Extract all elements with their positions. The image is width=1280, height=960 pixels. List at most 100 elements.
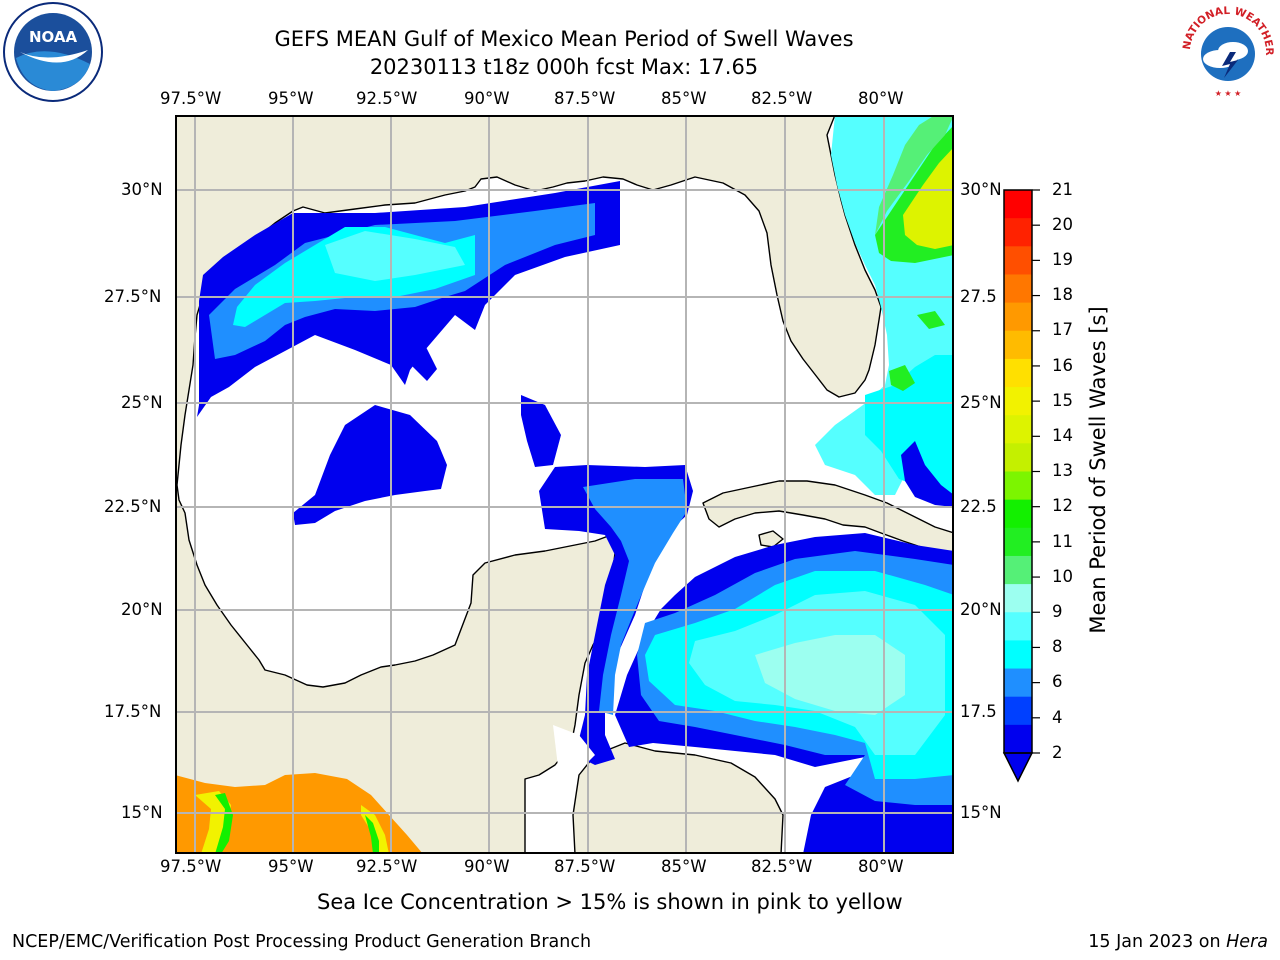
land-central-america <box>572 742 784 854</box>
colorbar-label-11: 11 <box>1052 532 1073 551</box>
map-frame <box>175 115 954 854</box>
gulf-of-mexico-map <box>175 115 954 854</box>
colorbar-segment <box>1004 668 1032 698</box>
lat-label-left-25n: 25°N <box>121 393 163 412</box>
colorbar-segment <box>1004 499 1032 529</box>
lat-label-right-27-5: 27.5 <box>960 287 997 306</box>
colorbar-label-12: 12 <box>1052 496 1073 515</box>
colorbar-segment <box>1004 302 1032 332</box>
sea-ice-note: Sea Ice Concentration > 15% is shown in … <box>317 890 903 914</box>
lon-label-bottom-97-5w: 97.5°W <box>160 857 222 876</box>
colorbar-label-19: 19 <box>1052 250 1073 269</box>
lat-label-right-20n: 20°N <box>960 600 1002 619</box>
colorbar-segment <box>1004 274 1032 304</box>
colorbar-label-2: 2 <box>1052 743 1063 762</box>
swell-hole-gulf-of-honduras <box>553 725 595 775</box>
colorbar-segment <box>1004 584 1032 613</box>
footer-machine: Hera <box>1226 932 1268 952</box>
colorbar-segment <box>1004 471 1032 501</box>
swell-region-yucatan-channel-mid <box>583 479 687 715</box>
footer-producer: NCEP/EMC/Verification Post Processing Pr… <box>12 932 592 952</box>
land-masses <box>175 115 954 854</box>
colorbar-segment <box>1004 415 1032 444</box>
swell-region-atlantic-blue <box>901 441 954 507</box>
lon-label-top-87-5w: 87.5°W <box>554 89 616 108</box>
colorbar-segment <box>1004 612 1032 641</box>
swell-region-atlantic-cyan <box>865 355 954 495</box>
lon-label-bottom-85w: 85°W <box>661 857 707 876</box>
colorbar-segment <box>1004 724 1032 754</box>
lat-label-left-20n: 20°N <box>121 600 163 619</box>
colorbar-label-9: 9 <box>1052 602 1063 621</box>
colorbar-label-21: 21 <box>1052 180 1073 199</box>
colorbar-title: Mean Period of Swell Waves [s] <box>1086 306 1110 634</box>
lon-label-top-95w: 95°W <box>268 89 314 108</box>
colorbar-segment <box>1004 387 1032 416</box>
swell-region-atlantic-mintgreen <box>889 365 915 391</box>
lat-label-left-22-5n: 22.5°N <box>104 497 162 516</box>
colorbar-segment <box>1004 696 1032 726</box>
lon-label-bottom-80w: 80°W <box>858 857 904 876</box>
lon-label-bottom-95w: 95°W <box>268 857 314 876</box>
lon-label-top-80w: 80°W <box>858 89 904 108</box>
colorbar-segment <box>1004 443 1032 472</box>
lon-label-bottom-90w: 90°W <box>464 857 510 876</box>
swell-region-pacific-green-2 <box>365 815 379 854</box>
colorbar <box>1002 189 1040 783</box>
lat-label-left-17-5n: 17.5°N <box>104 702 162 721</box>
lon-label-bottom-87-5w: 87.5°W <box>554 857 616 876</box>
colorbar-label-13: 13 <box>1052 461 1073 480</box>
lon-label-top-90w: 90°W <box>464 89 510 108</box>
svg-text:★ ★ ★: ★ ★ ★ <box>1215 89 1242 98</box>
lat-label-left-30n: 30°N <box>121 180 163 199</box>
map-gridlines <box>175 115 954 854</box>
colorbar-segment <box>1004 640 1032 670</box>
nws-logo: NATIONAL WEATHER SERVICE ★ ★ ★ <box>1174 0 1278 100</box>
swell-region-nw-gulf-patch <box>399 329 437 381</box>
lon-label-top-85w: 85°W <box>661 89 707 108</box>
lon-label-top-92-5w: 92.5°W <box>356 89 418 108</box>
colorbar-segment <box>1004 246 1032 275</box>
colorbar-label-18: 18 <box>1052 285 1073 304</box>
plot-title: GEFS MEAN Gulf of Mexico Mean Period of … <box>274 27 854 51</box>
colorbar-segment <box>1004 555 1032 585</box>
footer-date: 15 Jan 2023 on Hera <box>1088 932 1268 952</box>
swell-region-caribbean-palest <box>755 635 905 715</box>
lat-label-right-22-5: 22.5 <box>960 497 997 516</box>
colorbar-label-14: 14 <box>1052 426 1073 445</box>
lon-label-top-97-5w: 97.5°W <box>160 89 222 108</box>
colorbar-segment <box>1004 527 1032 557</box>
colorbar-segment <box>1004 190 1032 219</box>
lon-label-bottom-92-5w: 92.5°W <box>356 857 418 876</box>
colorbar-extend-arrow <box>1002 752 1034 783</box>
swell-region-gulf-patch <box>521 395 561 467</box>
lat-label-right-30n: 30°N <box>960 180 1002 199</box>
noaa-logo-text: NOAA <box>29 28 78 46</box>
colorbar-label-16: 16 <box>1052 356 1073 375</box>
plot-subtitle: 20230113 t18z 000h fcst Max: 17.65 <box>369 55 759 79</box>
lat-label-right-17-5: 17.5 <box>960 702 997 721</box>
swell-region-pacific-green-1 <box>215 793 233 854</box>
colorbar-segment <box>1004 358 1032 388</box>
lat-label-left-27-5n: 27.5°N <box>104 287 162 306</box>
colorbar-label-15: 15 <box>1052 391 1073 410</box>
colorbar-label-8: 8 <box>1052 637 1063 656</box>
swell-region-central-gulf <box>293 405 447 525</box>
colorbar-label-10: 10 <box>1052 567 1073 586</box>
lat-label-left-15n: 15°N <box>121 803 163 822</box>
footer-date-text: 15 Jan 2023 on <box>1088 932 1227 952</box>
swell-region-atlantic-green-patch <box>917 311 945 329</box>
colorbar-segment <box>1004 330 1032 360</box>
noaa-logo: NOAA <box>2 2 104 102</box>
colorbar-label-4: 4 <box>1052 708 1063 727</box>
lat-label-right-25n: 25°N <box>960 393 1002 412</box>
lon-label-bottom-82-5w: 82.5°W <box>751 857 813 876</box>
swell-region-louisiana-light <box>325 231 465 281</box>
swell-region-atlantic-green-2 <box>875 115 954 235</box>
colorbar-segment <box>1004 218 1032 247</box>
swell-region-atlantic-yellowgreen <box>903 147 954 249</box>
lat-label-right-15n: 15°N <box>960 803 1002 822</box>
lon-label-top-82-5w: 82.5°W <box>751 89 813 108</box>
colorbar-label-17: 17 <box>1052 320 1073 339</box>
colorbar-label-20: 20 <box>1052 215 1073 234</box>
